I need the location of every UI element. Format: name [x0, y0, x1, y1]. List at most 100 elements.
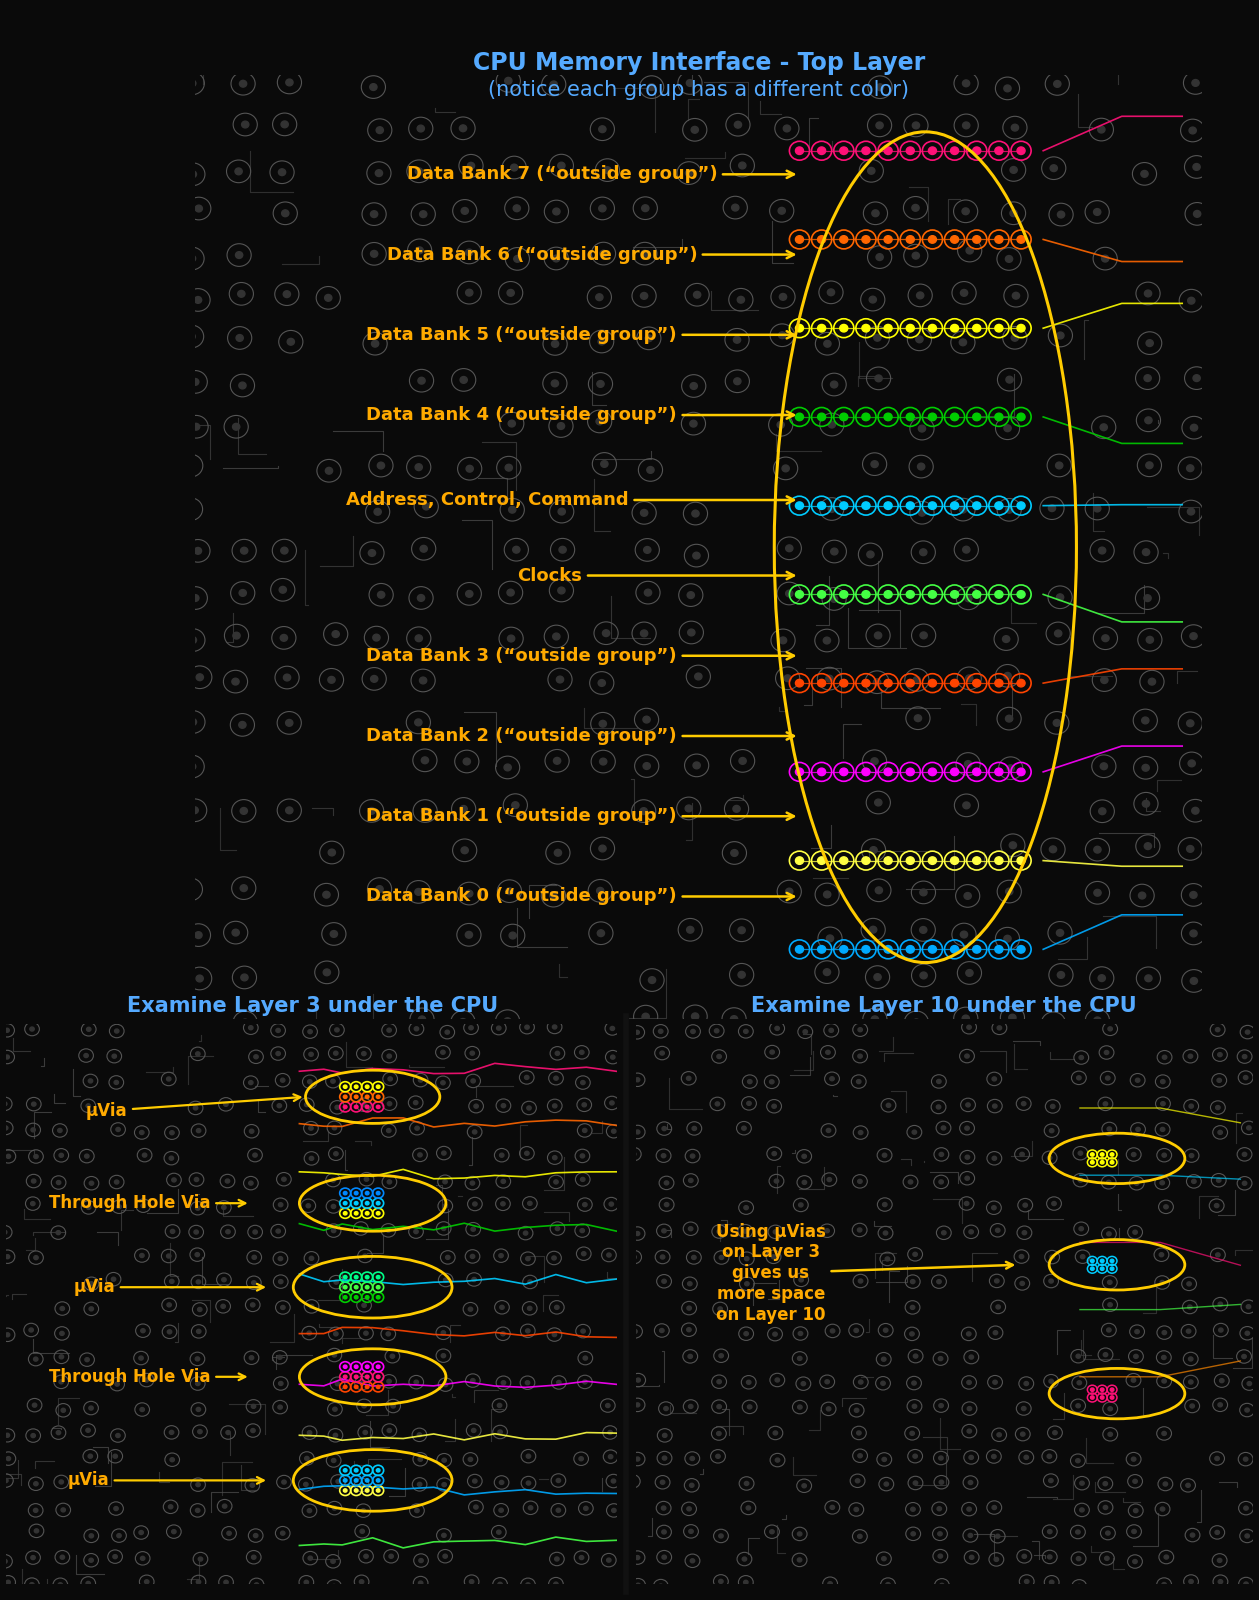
Circle shape	[306, 1203, 311, 1208]
Circle shape	[920, 890, 927, 896]
Circle shape	[240, 885, 247, 891]
Circle shape	[196, 1579, 200, 1584]
Circle shape	[1021, 1102, 1026, 1106]
Circle shape	[1138, 893, 1146, 899]
Circle shape	[442, 1150, 446, 1155]
Circle shape	[823, 341, 831, 347]
Circle shape	[1245, 1534, 1249, 1538]
Text: Examine Layer 3 under the CPU: Examine Layer 3 under the CPU	[127, 995, 497, 1016]
Circle shape	[1022, 1230, 1026, 1235]
Circle shape	[1055, 462, 1063, 469]
Circle shape	[1245, 1408, 1249, 1413]
Circle shape	[59, 1154, 63, 1157]
Circle shape	[287, 338, 295, 346]
Circle shape	[798, 1331, 803, 1336]
Circle shape	[964, 1176, 969, 1181]
Circle shape	[556, 1509, 560, 1512]
Circle shape	[951, 325, 958, 331]
Circle shape	[86, 1429, 91, 1432]
Circle shape	[169, 1504, 172, 1509]
Circle shape	[1192, 80, 1199, 86]
Circle shape	[278, 1256, 282, 1261]
Circle shape	[580, 1330, 585, 1333]
Circle shape	[716, 1405, 721, 1408]
Circle shape	[906, 235, 914, 243]
Circle shape	[525, 1381, 530, 1384]
Circle shape	[507, 635, 515, 642]
Circle shape	[747, 1506, 750, 1510]
Circle shape	[1160, 1280, 1165, 1285]
Circle shape	[967, 1406, 972, 1411]
Circle shape	[84, 1358, 89, 1362]
Circle shape	[1144, 290, 1152, 298]
Circle shape	[1219, 1328, 1222, 1333]
Circle shape	[189, 637, 196, 643]
Circle shape	[1243, 1181, 1246, 1186]
Circle shape	[188, 333, 195, 339]
Circle shape	[441, 1331, 446, 1334]
Circle shape	[857, 1227, 862, 1232]
Circle shape	[645, 334, 652, 342]
Circle shape	[961, 931, 968, 938]
Circle shape	[196, 1330, 201, 1333]
Circle shape	[423, 502, 429, 510]
Circle shape	[730, 1016, 738, 1022]
Circle shape	[1110, 1152, 1114, 1157]
Circle shape	[329, 850, 335, 856]
Circle shape	[370, 675, 378, 682]
Circle shape	[597, 888, 604, 894]
Circle shape	[414, 718, 422, 726]
Circle shape	[331, 1078, 335, 1083]
Circle shape	[1219, 1579, 1222, 1584]
Circle shape	[1006, 506, 1012, 514]
Circle shape	[1162, 1331, 1167, 1334]
Circle shape	[191, 806, 199, 814]
Circle shape	[857, 1454, 862, 1458]
Circle shape	[466, 890, 473, 898]
Circle shape	[968, 1480, 973, 1485]
Circle shape	[138, 1357, 144, 1360]
Circle shape	[376, 1192, 380, 1195]
Circle shape	[170, 1131, 174, 1134]
Circle shape	[308, 1557, 312, 1560]
Circle shape	[281, 635, 287, 642]
Circle shape	[1076, 1557, 1080, 1560]
Circle shape	[831, 381, 837, 387]
Circle shape	[115, 1382, 120, 1386]
Circle shape	[497, 1430, 502, 1434]
Circle shape	[1160, 1253, 1163, 1256]
Circle shape	[555, 1557, 559, 1562]
Circle shape	[344, 1374, 347, 1379]
Circle shape	[1094, 846, 1102, 853]
Circle shape	[84, 1053, 88, 1058]
Circle shape	[376, 1106, 380, 1109]
Circle shape	[31, 1128, 35, 1131]
Circle shape	[415, 464, 422, 470]
Circle shape	[828, 506, 836, 512]
Circle shape	[551, 341, 559, 347]
Circle shape	[918, 462, 925, 470]
Circle shape	[443, 1179, 447, 1184]
Circle shape	[505, 464, 512, 470]
Text: μVia: μVia	[73, 1278, 263, 1296]
Circle shape	[799, 1278, 803, 1282]
Circle shape	[554, 1077, 558, 1080]
Circle shape	[415, 888, 422, 896]
Circle shape	[331, 1205, 336, 1208]
Circle shape	[942, 1126, 946, 1130]
Circle shape	[612, 1130, 616, 1133]
Circle shape	[884, 235, 893, 243]
Circle shape	[992, 1157, 997, 1160]
Circle shape	[1010, 166, 1017, 173]
Circle shape	[738, 971, 745, 978]
Circle shape	[361, 1509, 365, 1512]
Circle shape	[354, 1478, 358, 1482]
Circle shape	[1017, 858, 1025, 864]
Circle shape	[823, 968, 831, 976]
Circle shape	[744, 1482, 749, 1485]
Circle shape	[387, 1379, 392, 1384]
Circle shape	[1133, 1560, 1137, 1563]
Circle shape	[1058, 211, 1065, 218]
Circle shape	[884, 1328, 888, 1333]
Circle shape	[937, 1106, 940, 1109]
